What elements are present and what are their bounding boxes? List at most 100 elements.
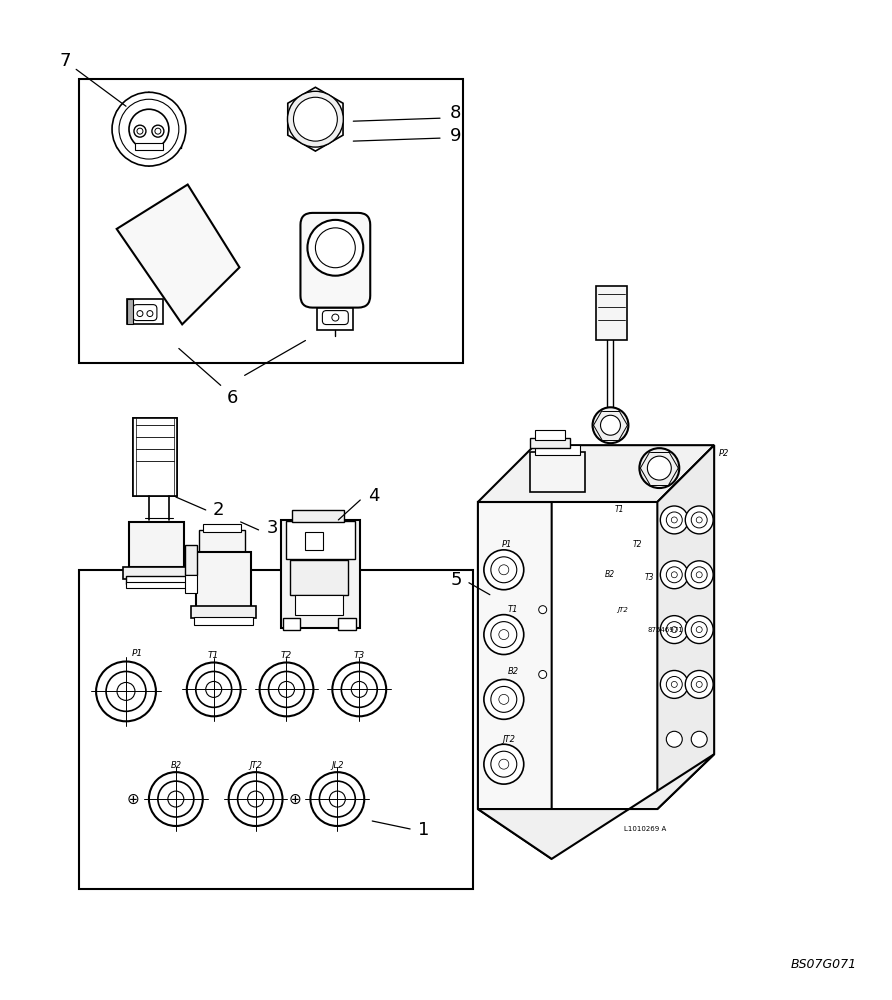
Bar [295,595,343,615]
Bar [530,452,584,492]
Bar [127,299,133,324]
Text: 8: 8 [450,104,461,122]
Bar [126,576,186,584]
Circle shape [329,791,345,807]
Circle shape [685,670,714,698]
Circle shape [483,615,524,655]
Text: 87546971: 87546971 [648,627,683,633]
Circle shape [137,311,143,317]
Circle shape [483,744,524,784]
Circle shape [592,407,629,443]
Bar [283,618,301,630]
Circle shape [491,557,516,583]
Circle shape [112,92,186,166]
Bar [133,418,177,496]
Bar [133,418,177,496]
Circle shape [351,681,368,697]
Circle shape [685,616,714,644]
Text: JT2: JT2 [503,735,516,744]
Circle shape [672,681,677,687]
Circle shape [119,99,178,159]
Circle shape [206,681,222,697]
Bar [79,570,473,889]
Text: 9: 9 [450,127,461,145]
Text: P1: P1 [132,649,143,658]
Polygon shape [478,502,551,859]
Text: T3: T3 [645,573,654,582]
Text: BS07G071: BS07G071 [790,958,856,971]
Bar [291,560,348,595]
Circle shape [666,731,682,747]
Circle shape [149,772,202,826]
Text: ⊕: ⊕ [289,792,301,807]
Circle shape [491,622,516,648]
Circle shape [248,791,263,807]
Circle shape [499,694,508,704]
Bar [185,545,197,575]
Bar [129,522,184,567]
Text: 6: 6 [227,389,238,407]
Polygon shape [657,445,714,809]
Text: JL2: JL2 [331,761,343,770]
Text: JT2: JT2 [249,761,262,770]
Circle shape [237,781,274,817]
Bar [596,286,627,340]
Circle shape [228,772,283,826]
Text: 5: 5 [450,571,462,589]
Circle shape [666,622,682,638]
Text: T3: T3 [353,651,365,660]
Bar [318,308,353,330]
Text: T1: T1 [208,651,219,660]
Text: 3: 3 [267,519,278,537]
Text: 1: 1 [418,821,429,839]
Circle shape [186,662,241,716]
Bar [199,530,244,552]
Circle shape [697,627,702,633]
Circle shape [691,676,707,692]
Circle shape [539,606,547,614]
Circle shape [319,781,355,817]
Polygon shape [478,754,714,859]
Circle shape [155,128,161,134]
Bar [194,617,252,625]
Circle shape [260,662,313,716]
Bar [285,521,355,559]
Circle shape [96,661,156,721]
Ellipse shape [163,233,196,268]
Text: 2: 2 [212,501,224,519]
Circle shape [308,220,363,276]
Circle shape [499,565,508,575]
Circle shape [666,567,682,583]
Bar [127,299,163,324]
Bar [135,143,163,150]
Circle shape [483,550,524,590]
Circle shape [333,662,386,716]
Circle shape [499,630,508,640]
Text: T2: T2 [632,540,642,549]
Circle shape [117,682,135,700]
Bar [293,510,344,522]
Text: P2: P2 [719,449,730,458]
Polygon shape [117,185,239,324]
Bar [79,79,463,363]
Circle shape [685,506,714,534]
Circle shape [660,670,689,698]
Bar [185,575,197,593]
Circle shape [316,228,355,268]
Circle shape [539,670,547,678]
Circle shape [691,512,707,528]
Bar [126,582,186,588]
Text: B2: B2 [605,570,615,579]
Bar [202,524,241,532]
Circle shape [648,456,672,480]
Circle shape [342,671,377,707]
FancyBboxPatch shape [322,311,348,325]
Circle shape [691,622,707,638]
Text: T1: T1 [508,605,518,614]
Circle shape [666,512,682,528]
Bar [534,430,565,440]
Circle shape [660,506,689,534]
Text: T2: T2 [281,651,292,660]
Circle shape [268,671,304,707]
Circle shape [697,572,702,578]
